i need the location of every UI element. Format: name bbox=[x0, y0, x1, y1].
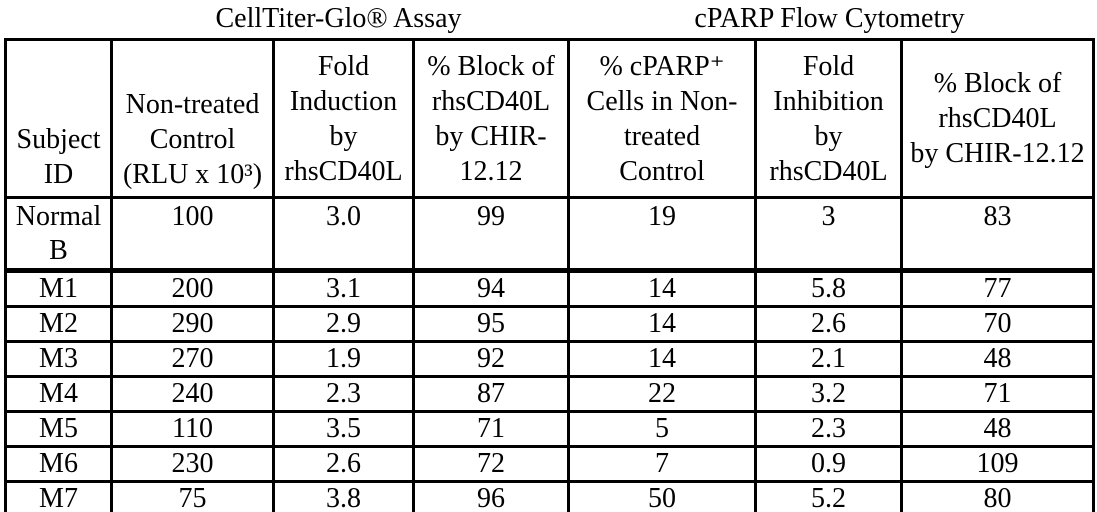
cell-m4-subject-id: M4 bbox=[4, 375, 113, 413]
cell-m4-fold-inhibition-rhscd40l: 3.2 bbox=[754, 375, 903, 413]
cell-m3-subject-id: M3 bbox=[4, 340, 113, 378]
header-subject-id: Subject ID bbox=[4, 38, 113, 199]
cell-normal-b-nontreated-control-rlu: 100 bbox=[110, 196, 275, 273]
cell-m6-pct-cparp-cells-nontreated: 7 bbox=[567, 445, 757, 483]
header-pct-cparp-cells-nontreated: % cPARP⁺ Cells in Non- treated Control bbox=[567, 38, 757, 199]
cell-m6-fold-inhibition-rhscd40l: 0.9 bbox=[754, 445, 903, 483]
cell-m1-nontreated-control-rlu: 200 bbox=[110, 269, 275, 308]
header-pct-block-rhscd40l-chir-cytometry: % Block of rhsCD40L by CHIR-12.12 bbox=[900, 38, 1095, 199]
cell-normal-b-fold-inhibition-rhscd40l: 3 bbox=[754, 196, 903, 273]
cell-m1-pct-cparp-cells-nontreated: 14 bbox=[567, 269, 757, 308]
cell-m6-subject-id: M6 bbox=[4, 445, 113, 483]
cell-m7-nontreated-control-rlu: 75 bbox=[110, 480, 275, 512]
cell-m1-pct-block-rhscd40l-chir-assay: 94 bbox=[412, 269, 570, 308]
cell-m1-fold-inhibition-rhscd40l: 5.8 bbox=[754, 269, 903, 308]
cell-m4-pct-cparp-cells-nontreated: 22 bbox=[567, 375, 757, 413]
cell-m6-pct-block-rhscd40l-chir-assay: 72 bbox=[412, 445, 570, 483]
cell-m4-pct-block-rhscd40l-chir-cytometry: 71 bbox=[900, 375, 1095, 413]
cell-normal-b-pct-block-rhscd40l-chir-cytometry: 83 bbox=[900, 196, 1095, 273]
cell-normal-b-fold-induction-rhscd40l: 3.0 bbox=[272, 196, 415, 273]
cell-m2-fold-inhibition-rhscd40l: 2.6 bbox=[754, 305, 903, 343]
cell-m3-pct-block-rhscd40l-chir-assay: 92 bbox=[412, 340, 570, 378]
group-titles: CellTiter-Glo® Assay cPARP Flow Cytometr… bbox=[0, 0, 1097, 38]
cell-m2-subject-id: M2 bbox=[4, 305, 113, 343]
cell-m3-nontreated-control-rlu: 270 bbox=[110, 340, 275, 378]
row-m1: M1 200 3.1 94 14 5.8 77 bbox=[4, 269, 1095, 308]
results-table: Subject ID Non-treated Control (RLU x 10³… bbox=[4, 38, 1095, 512]
cell-m3-pct-block-rhscd40l-chir-cytometry: 48 bbox=[900, 340, 1095, 378]
row-normal-b: Normal B 100 3.0 99 19 3 83 bbox=[4, 196, 1095, 273]
cell-m5-subject-id: M5 bbox=[4, 410, 113, 448]
cell-m7-pct-block-rhscd40l-chir-assay: 96 bbox=[412, 480, 570, 512]
cparp-flow-cytometry-title: cPARP Flow Cytometry bbox=[694, 3, 965, 34]
cell-normal-b-subject-id: Normal B bbox=[4, 196, 113, 273]
cell-m3-fold-inhibition-rhscd40l: 2.1 bbox=[754, 340, 903, 378]
cell-normal-b-pct-cparp-cells-nontreated: 19 bbox=[567, 196, 757, 273]
cell-m7-fold-induction-rhscd40l: 3.8 bbox=[272, 480, 415, 512]
header-pct-block-rhscd40l-chir-assay: % Block of rhsCD40L by CHIR- 12.12 bbox=[412, 38, 570, 199]
cell-m1-pct-block-rhscd40l-chir-cytometry: 77 bbox=[900, 269, 1095, 308]
cell-m4-pct-block-rhscd40l-chir-assay: 87 bbox=[412, 375, 570, 413]
cell-m3-fold-induction-rhscd40l: 1.9 bbox=[272, 340, 415, 378]
cell-m6-nontreated-control-rlu: 230 bbox=[110, 445, 275, 483]
cell-m2-pct-block-rhscd40l-chir-cytometry: 70 bbox=[900, 305, 1095, 343]
cell-m6-pct-block-rhscd40l-chir-cytometry: 109 bbox=[900, 445, 1095, 483]
cell-m5-pct-block-rhscd40l-chir-cytometry: 48 bbox=[900, 410, 1095, 448]
row-m4: M4 240 2.3 87 22 3.2 71 bbox=[4, 375, 1095, 413]
row-m7: M7 75 3.8 96 50 5.2 80 bbox=[4, 480, 1095, 512]
cell-m6-fold-induction-rhscd40l: 2.6 bbox=[272, 445, 415, 483]
cell-m5-fold-induction-rhscd40l: 3.5 bbox=[272, 410, 415, 448]
cell-normal-b-pct-block-rhscd40l-chir-assay: 99 bbox=[412, 196, 570, 273]
cell-m1-fold-induction-rhscd40l: 3.1 bbox=[272, 269, 415, 308]
cell-m5-nontreated-control-rlu: 110 bbox=[110, 410, 275, 448]
cell-m2-pct-cparp-cells-nontreated: 14 bbox=[567, 305, 757, 343]
row-m2: M2 290 2.9 95 14 2.6 70 bbox=[4, 305, 1095, 343]
header-fold-induction-rhscd40l: Fold Induction by rhsCD40L bbox=[272, 38, 415, 199]
cell-m7-pct-cparp-cells-nontreated: 50 bbox=[567, 480, 757, 512]
cell-m5-fold-inhibition-rhscd40l: 2.3 bbox=[754, 410, 903, 448]
cell-m4-fold-induction-rhscd40l: 2.3 bbox=[272, 375, 415, 413]
cell-m3-pct-cparp-cells-nontreated: 14 bbox=[567, 340, 757, 378]
cell-m7-subject-id: M7 bbox=[4, 480, 113, 512]
cell-m4-nontreated-control-rlu: 240 bbox=[110, 375, 275, 413]
cell-m7-pct-block-rhscd40l-chir-cytometry: 80 bbox=[900, 480, 1095, 512]
cell-m2-nontreated-control-rlu: 290 bbox=[110, 305, 275, 343]
cell-m2-pct-block-rhscd40l-chir-assay: 95 bbox=[412, 305, 570, 343]
cell-m7-fold-inhibition-rhscd40l: 5.2 bbox=[754, 480, 903, 512]
cell-m1-subject-id: M1 bbox=[4, 269, 113, 308]
cell-m2-fold-induction-rhscd40l: 2.9 bbox=[272, 305, 415, 343]
header-row: Subject ID Non-treated Control (RLU x 10³… bbox=[4, 38, 1095, 199]
row-m3: M3 270 1.9 92 14 2.1 48 bbox=[4, 340, 1095, 378]
row-m6: M6 230 2.6 72 7 0.9 109 bbox=[4, 445, 1095, 483]
header-fold-inhibition-rhscd40l: Fold Inhibition by rhsCD40L bbox=[754, 38, 903, 199]
row-m5: M5 110 3.5 71 5 2.3 48 bbox=[4, 410, 1095, 448]
cell-m5-pct-block-rhscd40l-chir-assay: 71 bbox=[412, 410, 570, 448]
cell-m5-pct-cparp-cells-nontreated: 5 bbox=[567, 410, 757, 448]
header-nontreated-control-rlu: Non-treated Control (RLU x 10³) bbox=[110, 38, 275, 199]
celltiter-glo-assay-title: CellTiter-Glo® Assay bbox=[215, 3, 462, 34]
